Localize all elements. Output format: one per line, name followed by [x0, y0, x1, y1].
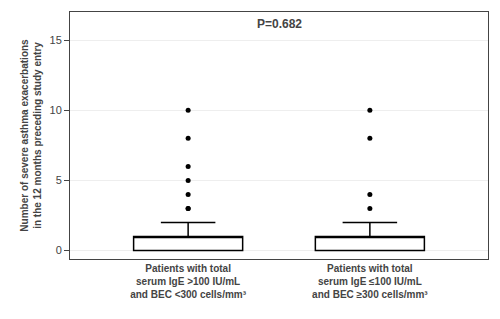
- svg-text:Patients with totalserum IgE ≤: Patients with totalserum IgE ≤100 IU/mLa…: [312, 263, 428, 300]
- svg-text:P=0.682: P=0.682: [257, 17, 302, 31]
- svg-text:Number of severe asthma exacer: Number of severe asthma exacerbationsin …: [19, 39, 43, 232]
- svg-text:10: 10: [50, 104, 62, 116]
- svg-text:Patients with totalserum IgE >: Patients with totalserum IgE >100 IU/mLa…: [130, 263, 247, 300]
- svg-text:0: 0: [56, 244, 62, 256]
- svg-text:15: 15: [50, 34, 62, 46]
- svg-text:5: 5: [56, 174, 62, 186]
